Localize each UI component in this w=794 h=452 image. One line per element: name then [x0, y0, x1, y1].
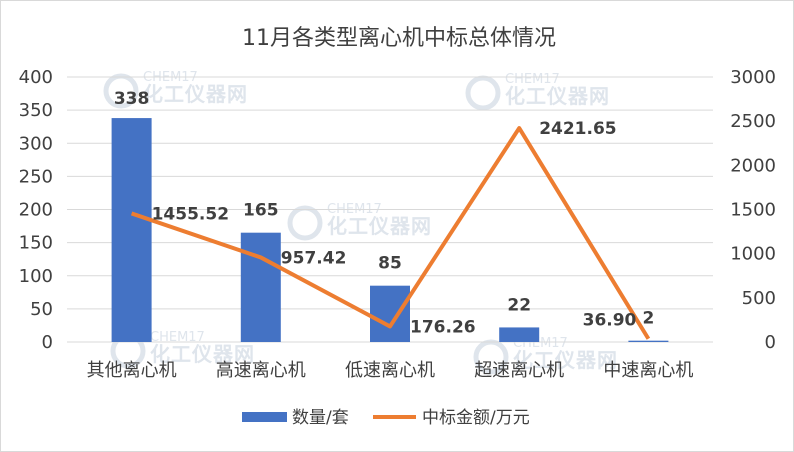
watermark-en: CHEM17 [505, 72, 560, 87]
watermark-logo-icon [465, 75, 501, 111]
y-right-tick-label: 500 [742, 288, 776, 309]
line-series [130, 126, 651, 340]
watermark-en: CHEM17 [150, 330, 205, 345]
y-left-tick-label: 250 [19, 166, 53, 187]
x-axis: 其他离心机 高速离心机 低速离心机 超速离心机 中速离心机 [87, 360, 694, 381]
line-data-label: 2421.65 [539, 119, 616, 139]
bar-data-label: 165 [243, 201, 279, 221]
bar [628, 340, 669, 342]
y-left-tick-label: 100 [19, 266, 53, 287]
series-line [130, 126, 651, 340]
watermark-logo-icon [287, 205, 323, 241]
y-right-tick-label: 0 [765, 332, 776, 353]
bar [111, 118, 152, 342]
y-left-tick-label: 350 [19, 100, 53, 121]
y-left-tick-label: 400 [19, 67, 53, 88]
bar-series [111, 118, 669, 342]
y-left-tick-label: 0 [42, 332, 53, 353]
watermark-cn: 化工仪器网 [505, 84, 610, 108]
watermark-logo-icon [103, 73, 139, 109]
x-tick-label: 高速离心机 [216, 360, 306, 381]
chart-title: 11月各类型离心机中标总体情况 [242, 26, 556, 51]
bar [499, 327, 540, 342]
data-labels: 338165852221455.52957.42176.262421.6536.… [114, 89, 654, 337]
y-right-tick-label: 1000 [730, 244, 776, 265]
line-data-label: 36.90 [583, 311, 637, 331]
x-tick-label: 中速离心机 [603, 360, 693, 381]
y-right-tick-label: 2000 [730, 155, 776, 176]
watermark-cn: 化工仪器网 [327, 214, 432, 238]
watermark-cn: 化工仪器网 [150, 342, 255, 366]
y-right-tick-label: 3000 [730, 67, 776, 88]
bar-data-label: 2 [642, 309, 654, 329]
line-data-label: 957.42 [281, 248, 347, 268]
bar [240, 232, 281, 342]
bar-data-label: 85 [378, 254, 402, 274]
x-tick-label: 其他离心机 [87, 360, 177, 381]
legend-bar-label: 数量/套 [292, 408, 349, 428]
bar-data-label: 22 [507, 295, 531, 315]
y-left-tick-label: 200 [19, 200, 53, 221]
x-tick-label: 超速离心机 [474, 360, 564, 381]
line-data-label: 176.26 [410, 317, 476, 337]
bar [370, 285, 410, 342]
legend: 数量/套 中标金额/万元 [242, 408, 530, 428]
watermark-cn: 化工仪器网 [513, 348, 618, 372]
y-axis-right: 3000 2500 2000 1500 1000 500 0 [730, 67, 776, 353]
watermark-cn: 化工仪器网 [143, 82, 248, 106]
bar-data-label: 338 [114, 89, 150, 109]
line-data-label: 1455.52 [152, 204, 229, 224]
y-right-tick-label: 1500 [730, 200, 776, 221]
y-left-tick-label: 300 [19, 133, 53, 154]
watermark-layer: CHEM17化工仪器网CHEM17化工仪器网CHEM17化工仪器网CHEM17化… [103, 70, 618, 375]
y-right-tick-label: 2500 [730, 111, 776, 132]
y-axis-left: 400 350 300 250 200 150 100 50 0 [19, 67, 53, 353]
y-left-tick-label: 50 [30, 299, 53, 320]
gridlines [67, 76, 713, 343]
x-tick-label: 低速离心机 [345, 360, 435, 381]
legend-line-label: 中标金额/万元 [422, 408, 530, 428]
y-left-tick-label: 150 [19, 233, 53, 254]
legend-bar-swatch [242, 412, 287, 422]
